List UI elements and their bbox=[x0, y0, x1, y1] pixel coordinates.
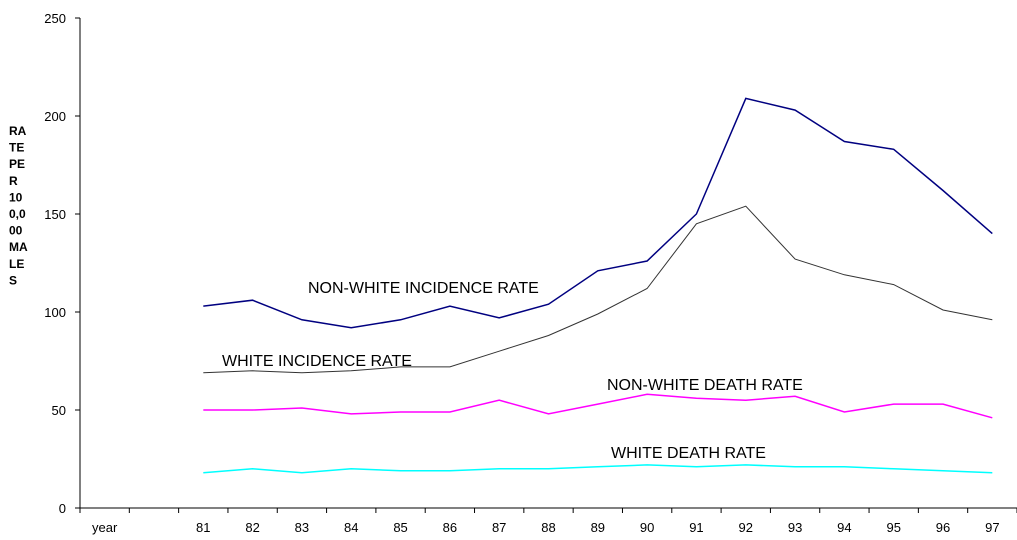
series-labels: NON-WHITE INCIDENCE RATE WHITE INCIDENCE … bbox=[222, 280, 803, 462]
y-axis-ticks: 0 50 100 150 200 250 bbox=[44, 11, 80, 516]
series-label-2: NON-WHITE DEATH RATE bbox=[607, 377, 803, 394]
series-line-3 bbox=[203, 464, 993, 474]
y-axis-label-line: S bbox=[9, 273, 17, 287]
x-tick-label: year bbox=[92, 520, 118, 535]
y-axis-label-line: 0,0 bbox=[9, 207, 26, 221]
x-tick-label: 86 bbox=[443, 520, 457, 535]
x-tick-label: 84 bbox=[344, 520, 358, 535]
x-tick-label: 88 bbox=[541, 520, 555, 535]
y-axis-label-line: RA bbox=[9, 124, 27, 138]
series-line-2 bbox=[203, 393, 993, 419]
y-tick-label: 150 bbox=[44, 207, 66, 222]
x-tick-label: 83 bbox=[295, 520, 309, 535]
x-tick-label: 94 bbox=[837, 520, 851, 535]
series-lines bbox=[203, 97, 993, 474]
y-axis-label-line: MA bbox=[9, 240, 28, 254]
x-tick-label: 97 bbox=[985, 520, 999, 535]
x-tick-label: 81 bbox=[196, 520, 210, 535]
y-axis-label-line: TE bbox=[9, 141, 24, 155]
y-tick-label: 100 bbox=[44, 305, 66, 320]
x-tick-label: 96 bbox=[936, 520, 950, 535]
x-tick-label: 90 bbox=[640, 520, 654, 535]
x-tick-label: 91 bbox=[689, 520, 703, 535]
x-tick-label: 93 bbox=[788, 520, 802, 535]
series-label-0: NON-WHITE INCIDENCE RATE bbox=[308, 280, 539, 297]
y-axis-label-line: LE bbox=[9, 257, 24, 271]
y-axis-label-line: PE bbox=[9, 157, 25, 171]
y-tick-label: 0 bbox=[59, 501, 66, 516]
y-axis-label-line: 00 bbox=[9, 224, 23, 238]
x-tick-label: 87 bbox=[492, 520, 506, 535]
x-axis-ticks: year 81 82 83 84 85 86 87 88 89 90 91 92 93 94 95 96 97 bbox=[79, 508, 1017, 535]
series-line-1 bbox=[203, 205, 993, 374]
series-label-3: WHITE DEATH RATE bbox=[611, 445, 766, 462]
y-axis-label-line: R bbox=[9, 174, 18, 188]
x-tick-label: 92 bbox=[739, 520, 753, 535]
x-tick-label: 95 bbox=[886, 520, 900, 535]
series-line-0 bbox=[203, 97, 993, 329]
x-tick-label: 85 bbox=[393, 520, 407, 535]
x-tick-label: 89 bbox=[591, 520, 605, 535]
y-axis-label-line: 10 bbox=[9, 190, 23, 204]
y-tick-label: 250 bbox=[44, 11, 66, 26]
y-axis-label: RA TE PE R 10 0,0 00 MA LE S bbox=[9, 124, 28, 287]
y-tick-label: 50 bbox=[52, 403, 66, 418]
x-tick-label: 82 bbox=[245, 520, 259, 535]
series-label-1: WHITE INCIDENCE RATE bbox=[222, 353, 412, 370]
axes bbox=[79, 18, 1017, 509]
y-tick-label: 200 bbox=[44, 109, 66, 124]
